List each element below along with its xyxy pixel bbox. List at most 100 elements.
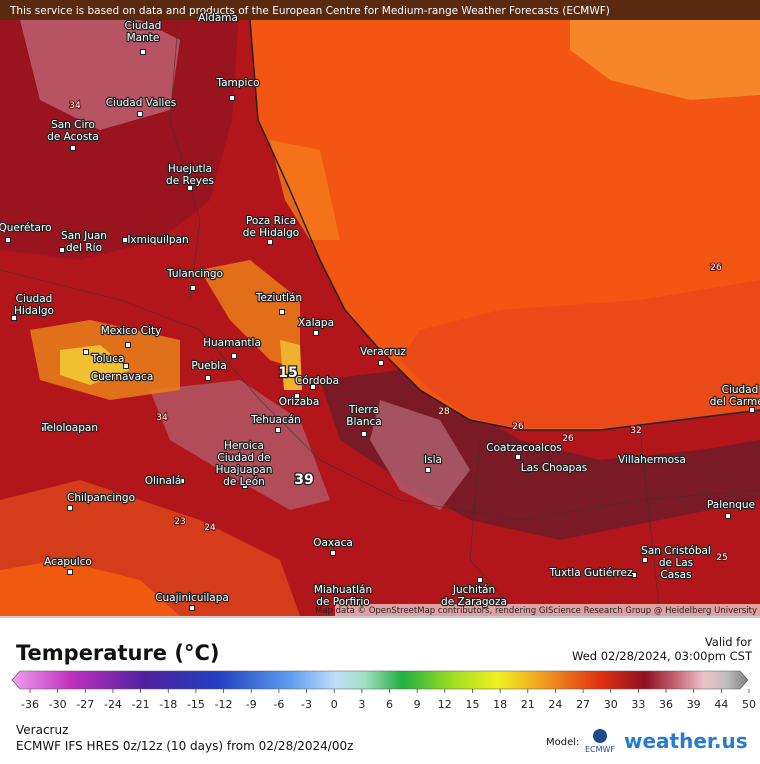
city-label: Isla xyxy=(424,454,442,466)
contour-label: 34 xyxy=(156,413,168,423)
colorbar xyxy=(11,670,749,690)
city-label: Mante xyxy=(127,32,160,44)
city-label: Córdoba xyxy=(295,375,339,387)
contour-label: 26 xyxy=(710,263,722,273)
city-label: Ciudad xyxy=(722,384,759,396)
contour-label: 15 xyxy=(278,365,297,381)
city-label: Puebla xyxy=(191,360,226,372)
city-marker xyxy=(632,455,638,461)
ecmwf-logo: ECMWF xyxy=(585,745,615,754)
city-label: Blanca xyxy=(346,416,381,428)
city-label: Toluca xyxy=(91,353,125,365)
city-label: Tampico xyxy=(215,77,259,89)
city-marker xyxy=(41,426,47,432)
colorbar-tick-label: 50 xyxy=(742,698,756,711)
city-marker xyxy=(749,407,755,413)
location: Veracruz xyxy=(16,723,68,737)
city-label: Ciudad Valles xyxy=(106,97,177,109)
city-label: Xalapa xyxy=(298,317,334,329)
colorbar-tick-label: -36 xyxy=(21,698,39,711)
valid-time: Wed 02/28/2024, 03:00pm CST xyxy=(572,649,753,663)
city-marker xyxy=(140,49,146,55)
contour-label: 26 xyxy=(562,434,574,444)
city-label: Mexico City xyxy=(101,325,162,337)
colorbar-tick-label: -12 xyxy=(215,698,233,711)
city-label: del Carmen xyxy=(710,396,760,408)
city-marker xyxy=(123,363,129,369)
city-label: Huejutla xyxy=(168,163,212,175)
city-marker xyxy=(70,145,76,151)
city-label: Casas xyxy=(660,569,691,581)
colorbar-tick-label: 30 xyxy=(604,698,618,711)
colorbar-tick-label: -27 xyxy=(76,698,94,711)
city-label: Palenque xyxy=(707,499,755,511)
city-marker xyxy=(67,505,73,511)
city-marker xyxy=(125,342,131,348)
city-label: San Juan xyxy=(61,230,107,242)
city-marker xyxy=(725,513,731,519)
colorbar-tick-label: 0 xyxy=(331,698,338,711)
city-marker xyxy=(330,550,336,556)
colorbar-tick-label: 9 xyxy=(414,698,421,711)
valid-label: Valid for xyxy=(705,635,752,649)
colorbar-tick-label: 24 xyxy=(548,698,562,711)
city-marker xyxy=(122,237,128,243)
colorbar-tick-label: -3 xyxy=(301,698,312,711)
city-marker xyxy=(642,557,648,563)
city-label: Ciudad xyxy=(125,20,162,32)
colorbar-tick-label: 36 xyxy=(659,698,673,711)
city-label: de León xyxy=(223,476,265,488)
city-label: San Ciro xyxy=(51,119,95,131)
city-marker xyxy=(515,454,521,460)
colorbar-tick-label: -21 xyxy=(132,698,150,711)
city-label: Poza Rica xyxy=(246,215,296,227)
city-marker xyxy=(179,478,185,484)
contour-label: 32 xyxy=(630,426,641,436)
contour-labels: 34 15 39 34 26 26 28 32 26 24 23 25 xyxy=(68,100,728,564)
colorbar-tick-label: -6 xyxy=(273,698,284,711)
colorbar-tick-label: 6 xyxy=(386,698,393,711)
city-label: Villahermosa xyxy=(618,454,686,466)
city-marker xyxy=(83,349,89,355)
colorbar-tick-label: 18 xyxy=(493,698,507,711)
city-label: Heroica xyxy=(224,440,264,452)
city-marker xyxy=(425,467,431,473)
colorbar-tick-label: -18 xyxy=(159,698,177,711)
city-label: Acapulco xyxy=(44,556,92,568)
panel-title: Temperature (°C) xyxy=(16,641,219,665)
city-marker xyxy=(378,360,384,366)
city-marker xyxy=(67,569,73,575)
colorbar-tick-label: 39 xyxy=(687,698,701,711)
city-marker xyxy=(631,572,637,578)
colorbar-tick-label: 12 xyxy=(438,698,452,711)
city-label: Oaxaca xyxy=(313,537,353,549)
city-marker xyxy=(187,185,193,191)
city-marker xyxy=(205,375,211,381)
contour-label: 34 xyxy=(69,101,81,111)
city-marker xyxy=(361,431,367,437)
city-label: Tulancingo xyxy=(166,268,223,280)
city-label: Huamantla xyxy=(203,337,261,349)
city-label: Aldama xyxy=(198,12,238,24)
city-marker xyxy=(59,247,65,253)
city-label: Olinalá xyxy=(145,475,182,487)
model-label: Model: xyxy=(546,737,579,748)
city-label: Tierra xyxy=(348,404,379,416)
city-label: Las Choapas xyxy=(521,462,588,474)
city-label: Juchitán xyxy=(452,584,495,596)
ecmwf-icon xyxy=(593,729,607,743)
city-marker xyxy=(267,239,273,245)
city-marker xyxy=(310,384,316,390)
city-label: de Zaragoza xyxy=(441,596,507,608)
contour-label: 25 xyxy=(716,553,727,563)
city-label: del Río xyxy=(66,242,102,254)
city-marker xyxy=(231,353,237,359)
city-label: Orizaba xyxy=(279,396,320,408)
city-marker xyxy=(229,95,235,101)
city-label: Tehuacán xyxy=(250,414,301,426)
city-label: de Porfirio xyxy=(316,596,369,608)
banner: This service is based on data and produc… xyxy=(9,5,610,17)
city-label: Miahuatlán xyxy=(314,584,372,596)
city-marker xyxy=(242,483,248,489)
